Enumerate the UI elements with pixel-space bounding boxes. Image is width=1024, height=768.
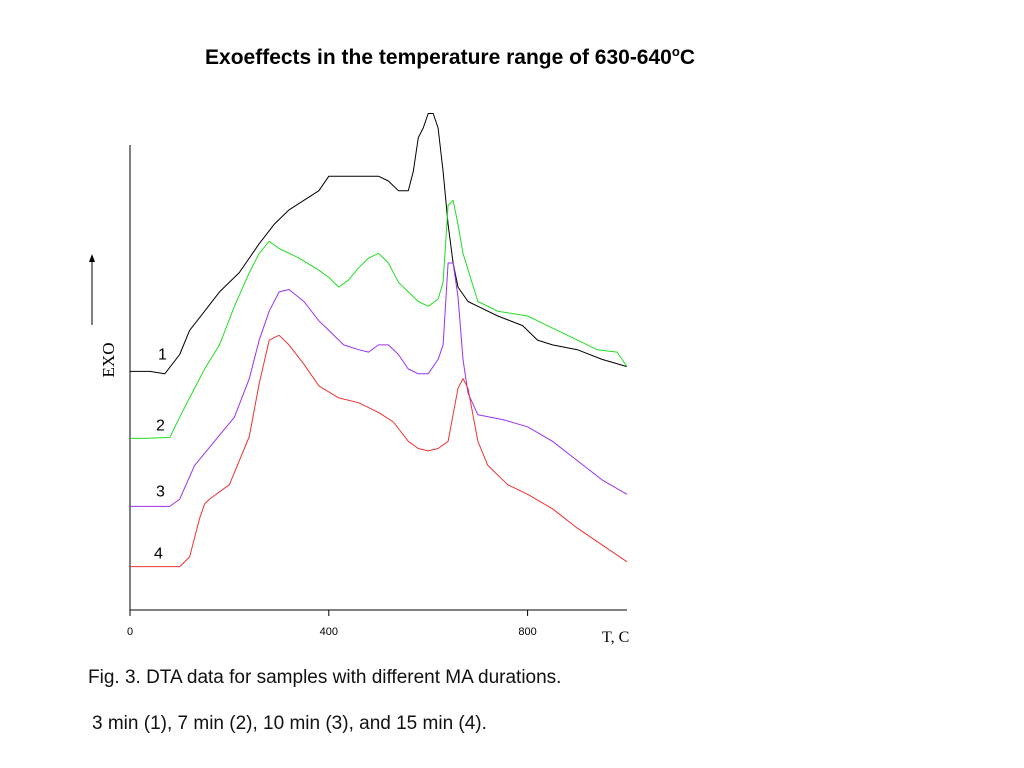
series-label-1: 1 [158,346,167,363]
x-ticks: 0 400 800 [127,610,537,638]
series-group [130,113,628,568]
series-label-3: 3 [156,483,165,500]
x-tick-label-800: 800 [518,626,536,638]
figure-caption-line2: 3 min (1), 7 min (2), 10 min (3), and 15… [92,713,487,734]
dta-chart: 0 400 800 1 2 3 4 EXO T, C [89,113,629,646]
series-line-1 [130,113,628,375]
x-axis-label: T, C [602,629,629,646]
figure-caption-line1: Fig. 3. DTA data for samples with differ… [88,667,562,688]
x-tick-label-0: 0 [127,626,133,638]
chart-title-degree: o [671,44,680,59]
series-line-4 [130,334,628,568]
series-line-3 [130,262,628,507]
y-axis-label: EXO [99,343,118,378]
chart-title-unit: C [679,46,695,69]
series-label-2: 2 [156,417,165,434]
chart-title: Exoeffects in the temperature range of 6… [0,44,900,70]
chart-title-text: Exoeffects in the temperature range of 6… [205,46,672,69]
series-label-4: 4 [154,546,163,563]
x-tick-label-400: 400 [320,626,338,638]
series-line-2 [130,199,628,439]
exo-arrow-head [89,254,95,262]
series-labels: 1 2 3 4 [154,346,167,562]
